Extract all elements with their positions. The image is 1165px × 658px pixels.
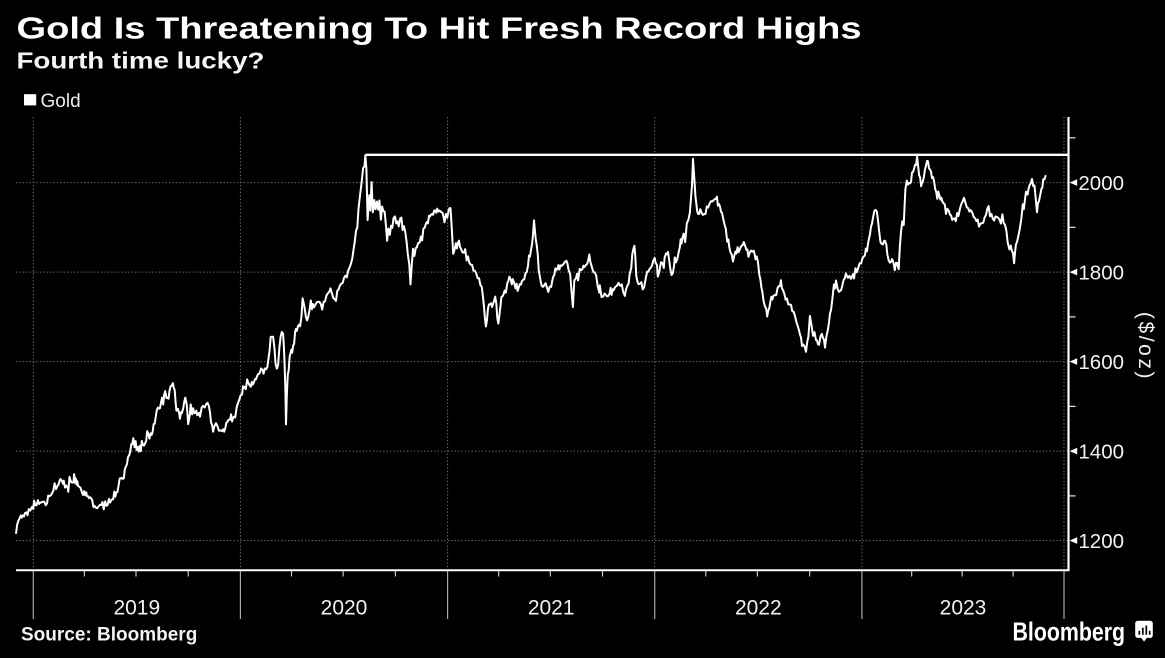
svg-text:2023: 2023 <box>940 597 987 620</box>
svg-text:Fourth time lucky?: Fourth time lucky? <box>17 48 265 74</box>
svg-text:2020: 2020 <box>321 597 368 620</box>
svg-text:Source: Bloomberg: Source: Bloomberg <box>21 625 197 646</box>
svg-text:2022: 2022 <box>735 597 782 620</box>
svg-text:1200: 1200 <box>1078 530 1124 553</box>
svg-text:2019: 2019 <box>113 597 160 620</box>
svg-text:Gold Is Threatening To Hit Fre: Gold Is Threatening To Hit Fresh Record … <box>17 12 862 46</box>
svg-text:($/oz): ($/oz) <box>1134 312 1157 381</box>
svg-text:1800: 1800 <box>1078 261 1124 284</box>
svg-text:2021: 2021 <box>528 597 575 620</box>
svg-text:Bloomberg: Bloomberg <box>1013 618 1126 646</box>
svg-text:1400: 1400 <box>1078 440 1124 463</box>
svg-text:Gold: Gold <box>41 91 81 112</box>
svg-text:2000: 2000 <box>1078 172 1124 195</box>
svg-text:1600: 1600 <box>1078 351 1124 374</box>
